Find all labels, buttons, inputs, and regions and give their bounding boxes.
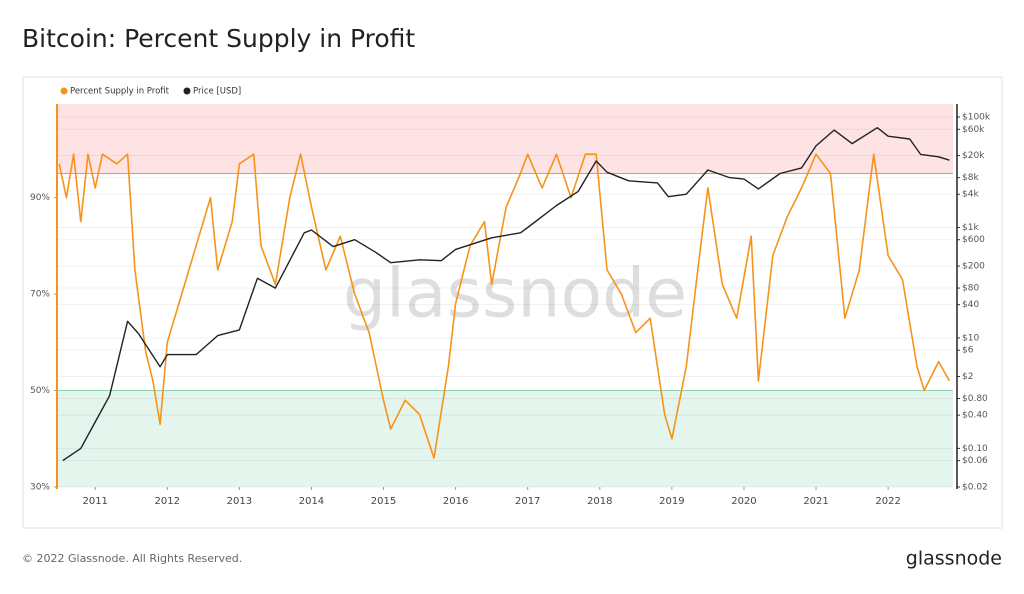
y2-tick-label: $8k xyxy=(962,173,979,183)
y2-tick-label: $80 xyxy=(962,284,979,294)
x-tick-label: 2013 xyxy=(227,496,252,507)
chart-title: Bitcoin: Percent Supply in Profit xyxy=(22,24,415,53)
brand-logo: glassnode xyxy=(906,548,1002,570)
y2-tick-label: $2 xyxy=(962,372,973,382)
y2-tick-label: $200 xyxy=(962,262,985,272)
y-tick-label: 90% xyxy=(30,193,50,203)
y2-tick-label: $6 xyxy=(962,346,974,356)
footer: © 2022 Glassnode. All Rights Reserved. xyxy=(22,552,242,565)
y-tick-label: 70% xyxy=(30,290,50,300)
legend-label: Percent Supply in Profit xyxy=(70,87,170,97)
x-tick-label: 2022 xyxy=(875,496,900,507)
watermark: glassnode xyxy=(343,255,687,334)
y2-tick-label: $4k xyxy=(962,190,979,200)
y2-tick-label: $40 xyxy=(962,300,979,310)
x-tick-label: 2017 xyxy=(515,496,540,507)
zone-band xyxy=(57,104,953,174)
y2-tick-label: $20k xyxy=(962,151,985,161)
y2-tick-label: $10 xyxy=(962,333,979,343)
series-line xyxy=(62,127,950,462)
y-tick-label: 50% xyxy=(30,386,50,396)
x-tick-label: 2015 xyxy=(371,496,396,507)
y2-tick-label: $0.02 xyxy=(962,483,988,493)
y-tick-label: 30% xyxy=(30,483,50,493)
x-tick-label: 2011 xyxy=(82,496,107,507)
series-line xyxy=(58,153,951,459)
zone-band xyxy=(57,390,953,487)
x-tick-label: 2014 xyxy=(299,496,324,507)
y2-tick-label: $1k xyxy=(962,223,979,233)
x-tick-label: 2020 xyxy=(731,496,756,507)
x-tick-label: 2019 xyxy=(659,496,684,507)
x-tick-label: 2018 xyxy=(587,496,612,507)
y2-tick-label: $0.80 xyxy=(962,394,988,404)
legend-swatch xyxy=(183,87,191,95)
y2-tick-label: $0.40 xyxy=(962,411,988,421)
y2-tick-label: $0.06 xyxy=(962,456,988,466)
x-tick-label: 2012 xyxy=(155,496,180,507)
x-tick-label: 2021 xyxy=(803,496,828,507)
y2-tick-label: $100k xyxy=(962,113,991,123)
y2-tick-label: $60k xyxy=(962,125,985,135)
y2-tick-label: $600 xyxy=(962,235,985,245)
legend-swatch xyxy=(60,87,68,95)
x-tick-label: 2016 xyxy=(443,496,468,507)
legend-label: Price [USD] xyxy=(193,87,241,97)
y2-tick-label: $0.10 xyxy=(962,444,988,454)
